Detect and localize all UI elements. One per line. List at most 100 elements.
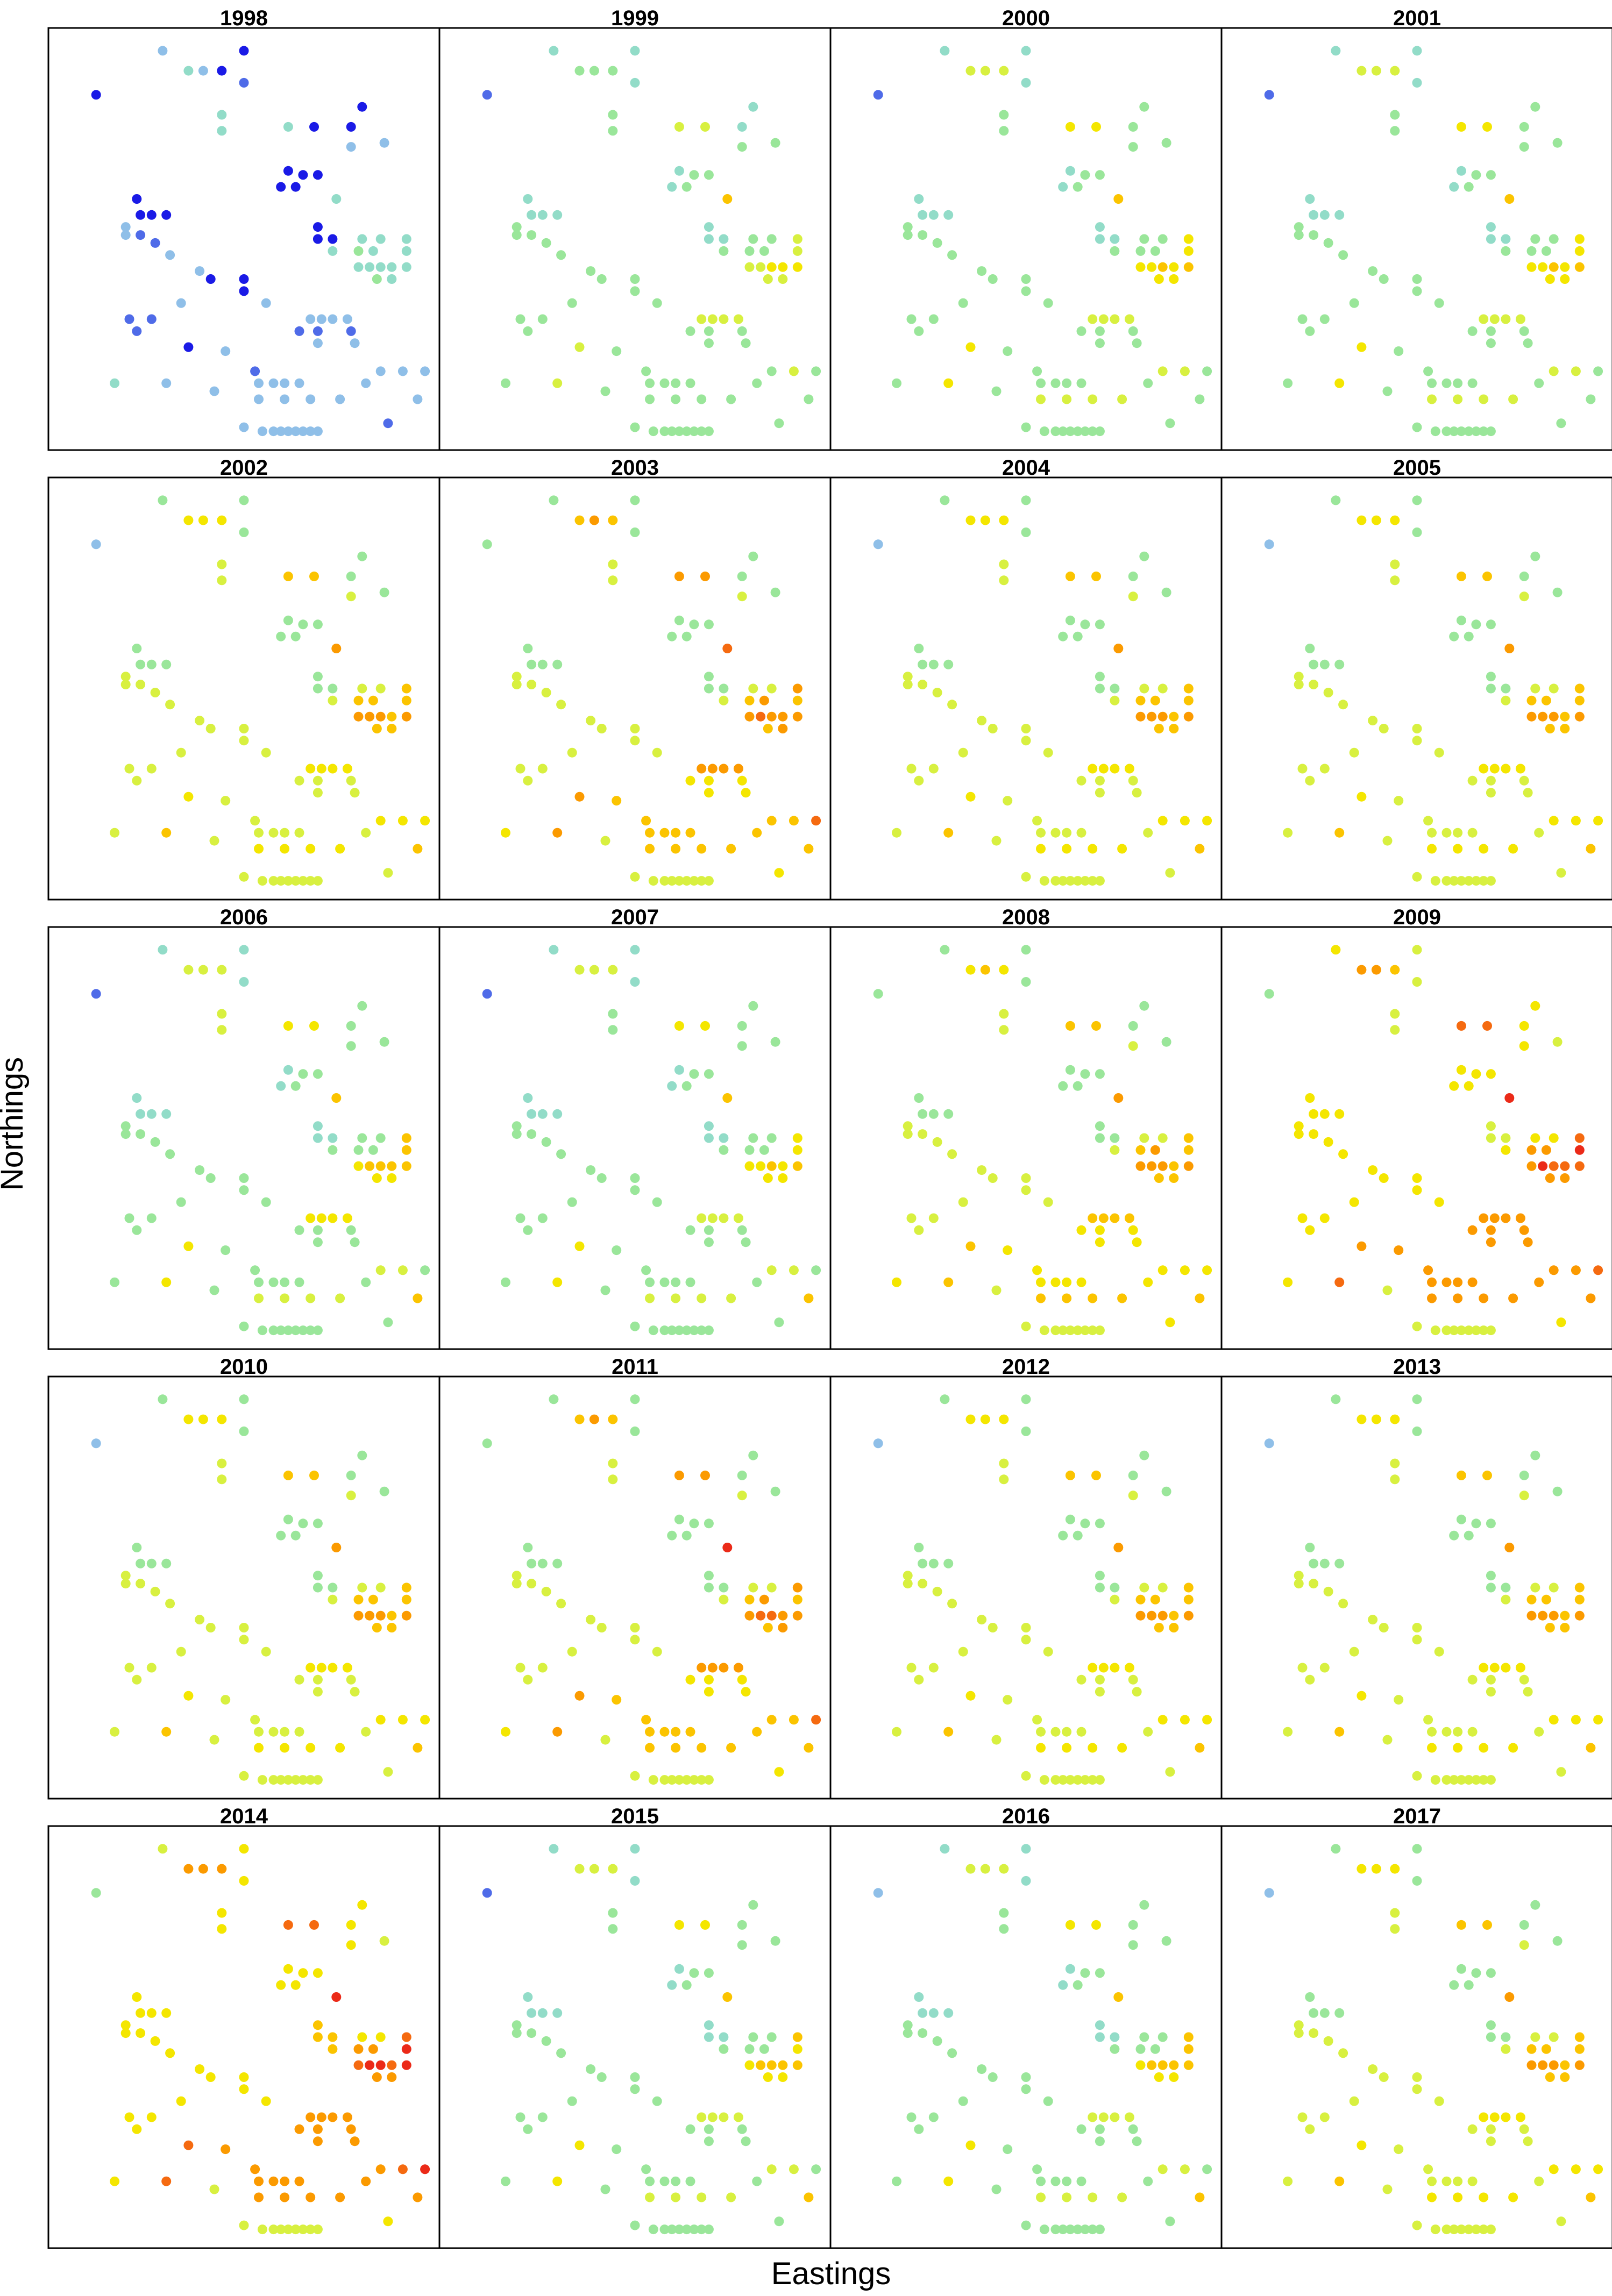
- data-point: [1464, 426, 1474, 437]
- data-point: [1430, 876, 1440, 886]
- data-point: [1157, 366, 1168, 376]
- data-point: [239, 274, 249, 284]
- data-point: [608, 1025, 618, 1035]
- data-point: [1549, 1610, 1559, 1621]
- data-point: [195, 716, 205, 726]
- data-point: [239, 872, 249, 882]
- data-point: [1412, 1173, 1422, 1183]
- data-point: [873, 1438, 883, 1449]
- data-point: [537, 314, 548, 324]
- data-point: [512, 680, 522, 689]
- data-point: [1183, 2032, 1194, 2042]
- data-point: [1147, 262, 1157, 272]
- data-point: [741, 1237, 751, 1247]
- data-point: [309, 571, 319, 581]
- panel-title: 2000: [1002, 6, 1050, 30]
- data-point: [294, 378, 304, 388]
- data-point: [183, 1691, 194, 1701]
- data-point: [1095, 1225, 1105, 1235]
- data-point: [685, 326, 695, 336]
- data-point: [685, 775, 695, 786]
- data-point: [1412, 1635, 1422, 1645]
- data-point: [217, 559, 227, 569]
- data-point: [1183, 1610, 1194, 1621]
- data-point: [365, 1161, 375, 1171]
- data-point: [1504, 194, 1515, 204]
- data-point: [150, 1137, 160, 1147]
- data-point: [719, 1663, 729, 1673]
- data-point: [1593, 1265, 1603, 1275]
- data-point: [1091, 1920, 1101, 1930]
- data-point: [346, 326, 356, 336]
- data-point: [331, 644, 342, 653]
- data-point: [1147, 1610, 1157, 1621]
- data-point: [943, 2176, 954, 2186]
- data-point: [1065, 1514, 1075, 1524]
- data-point: [630, 1844, 640, 1854]
- data-point: [1545, 1173, 1555, 1183]
- data-point: [537, 659, 548, 669]
- panel-2006: 2006: [47, 905, 441, 1350]
- data-point: [999, 1414, 1009, 1424]
- data-point: [537, 1109, 548, 1119]
- data-point: [183, 1241, 194, 1251]
- data-point: [1412, 977, 1422, 987]
- data-point: [940, 1394, 950, 1404]
- data-point: [268, 876, 279, 886]
- data-point: [1091, 571, 1101, 581]
- data-point: [1036, 1293, 1046, 1303]
- data-point: [1088, 1663, 1098, 1673]
- data-point: [361, 378, 371, 388]
- data-point: [357, 234, 367, 244]
- data-point: [1334, 1727, 1345, 1737]
- data-point: [980, 515, 990, 525]
- data-point: [674, 1775, 684, 1785]
- data-point: [737, 1940, 747, 1950]
- data-point: [1412, 1876, 1422, 1886]
- data-point: [608, 66, 618, 76]
- data-point: [132, 1543, 142, 1552]
- data-point: [1113, 1543, 1124, 1552]
- data-point: [165, 250, 175, 260]
- data-point: [600, 1285, 610, 1295]
- data-point: [704, 1571, 714, 1581]
- data-point: [700, 122, 710, 132]
- data-point: [645, 1277, 655, 1287]
- data-point: [290, 1980, 301, 1990]
- data-point: [176, 2096, 186, 2106]
- panel-2001: 2001: [1220, 6, 1612, 451]
- data-point: [158, 945, 168, 955]
- panel-title: 2014: [220, 1805, 268, 1828]
- data-point: [608, 515, 618, 525]
- data-point: [1319, 764, 1330, 774]
- data-point: [1456, 426, 1466, 437]
- data-point: [999, 1009, 1009, 1019]
- data-point: [1157, 2060, 1168, 2070]
- data-point: [1098, 764, 1109, 774]
- data-point: [161, 1727, 172, 1737]
- data-point: [1062, 1277, 1072, 1287]
- data-point: [733, 2112, 743, 2122]
- data-point: [1021, 1623, 1031, 1632]
- data-point: [932, 1586, 942, 1596]
- data-point: [1080, 426, 1090, 437]
- data-point: [1150, 1145, 1160, 1155]
- data-point: [328, 683, 338, 694]
- data-point: [719, 1145, 729, 1155]
- data-point: [1135, 1594, 1146, 1605]
- data-point: [586, 266, 596, 276]
- data-point: [1095, 1582, 1105, 1593]
- data-point: [91, 90, 101, 100]
- data-point: [707, 764, 718, 774]
- data-point: [328, 1133, 338, 1143]
- data-point: [387, 1623, 397, 1632]
- data-point: [146, 1109, 157, 1119]
- data-point: [1294, 2028, 1304, 2038]
- data-point: [353, 2060, 364, 2070]
- data-point: [205, 724, 216, 733]
- data-point: [136, 2028, 146, 2038]
- data-point: [752, 378, 762, 388]
- data-point: [1058, 631, 1068, 641]
- data-point: [1456, 1964, 1466, 1974]
